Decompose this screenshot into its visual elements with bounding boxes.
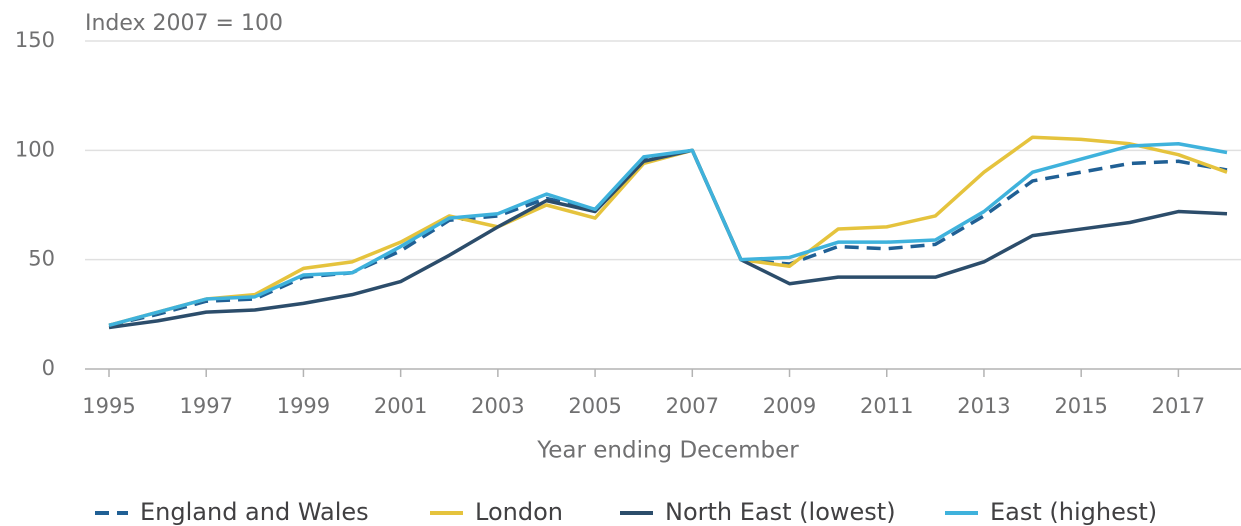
x-tick-label: 1999 <box>277 394 330 418</box>
x-tick-label: 2003 <box>471 394 524 418</box>
series-line <box>108 148 1228 330</box>
x-tick-label: 2017 <box>1152 394 1205 418</box>
x-tick-label: 2001 <box>374 394 427 418</box>
x-tick-label: 2007 <box>666 394 719 418</box>
x-tick-label: 1997 <box>179 394 232 418</box>
series-line <box>108 148 1228 327</box>
x-tick-label: 2009 <box>763 394 816 418</box>
x-tick-label: 2013 <box>957 394 1010 418</box>
x-tick-label: 2015 <box>1054 394 1107 418</box>
x-tick-label: 2005 <box>568 394 621 418</box>
legend-label: England and Wales <box>140 498 369 526</box>
x-tick-label: 1995 <box>82 394 135 418</box>
legend-label: East (highest) <box>990 498 1157 526</box>
y-axis-label: Index 2007 = 100 <box>85 11 283 36</box>
y-tick-label: 0 <box>42 356 55 380</box>
legend-label: North East (lowest) <box>665 498 896 526</box>
x-tick-label: 2011 <box>860 394 913 418</box>
y-tick-label: 100 <box>15 137 55 161</box>
legend-label: London <box>475 498 563 526</box>
x-axis-label: Year ending December <box>536 438 799 464</box>
series-line <box>108 142 1228 327</box>
y-tick-label: 50 <box>28 247 55 271</box>
y-tick-label: 150 <box>15 28 55 52</box>
